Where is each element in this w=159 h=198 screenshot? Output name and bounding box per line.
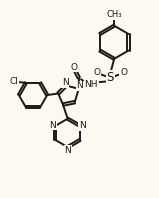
- Text: N: N: [80, 121, 86, 129]
- Text: N: N: [49, 121, 56, 129]
- Text: CH₃: CH₃: [106, 10, 122, 19]
- Text: N: N: [64, 146, 71, 155]
- Text: Cl: Cl: [10, 77, 19, 87]
- Text: N: N: [79, 121, 86, 130]
- Text: N: N: [77, 81, 83, 90]
- Text: N: N: [62, 78, 69, 87]
- Text: NH: NH: [85, 80, 98, 89]
- Text: O: O: [120, 69, 127, 77]
- Text: S: S: [107, 71, 114, 84]
- Text: O: O: [93, 69, 100, 77]
- Text: O: O: [70, 63, 77, 71]
